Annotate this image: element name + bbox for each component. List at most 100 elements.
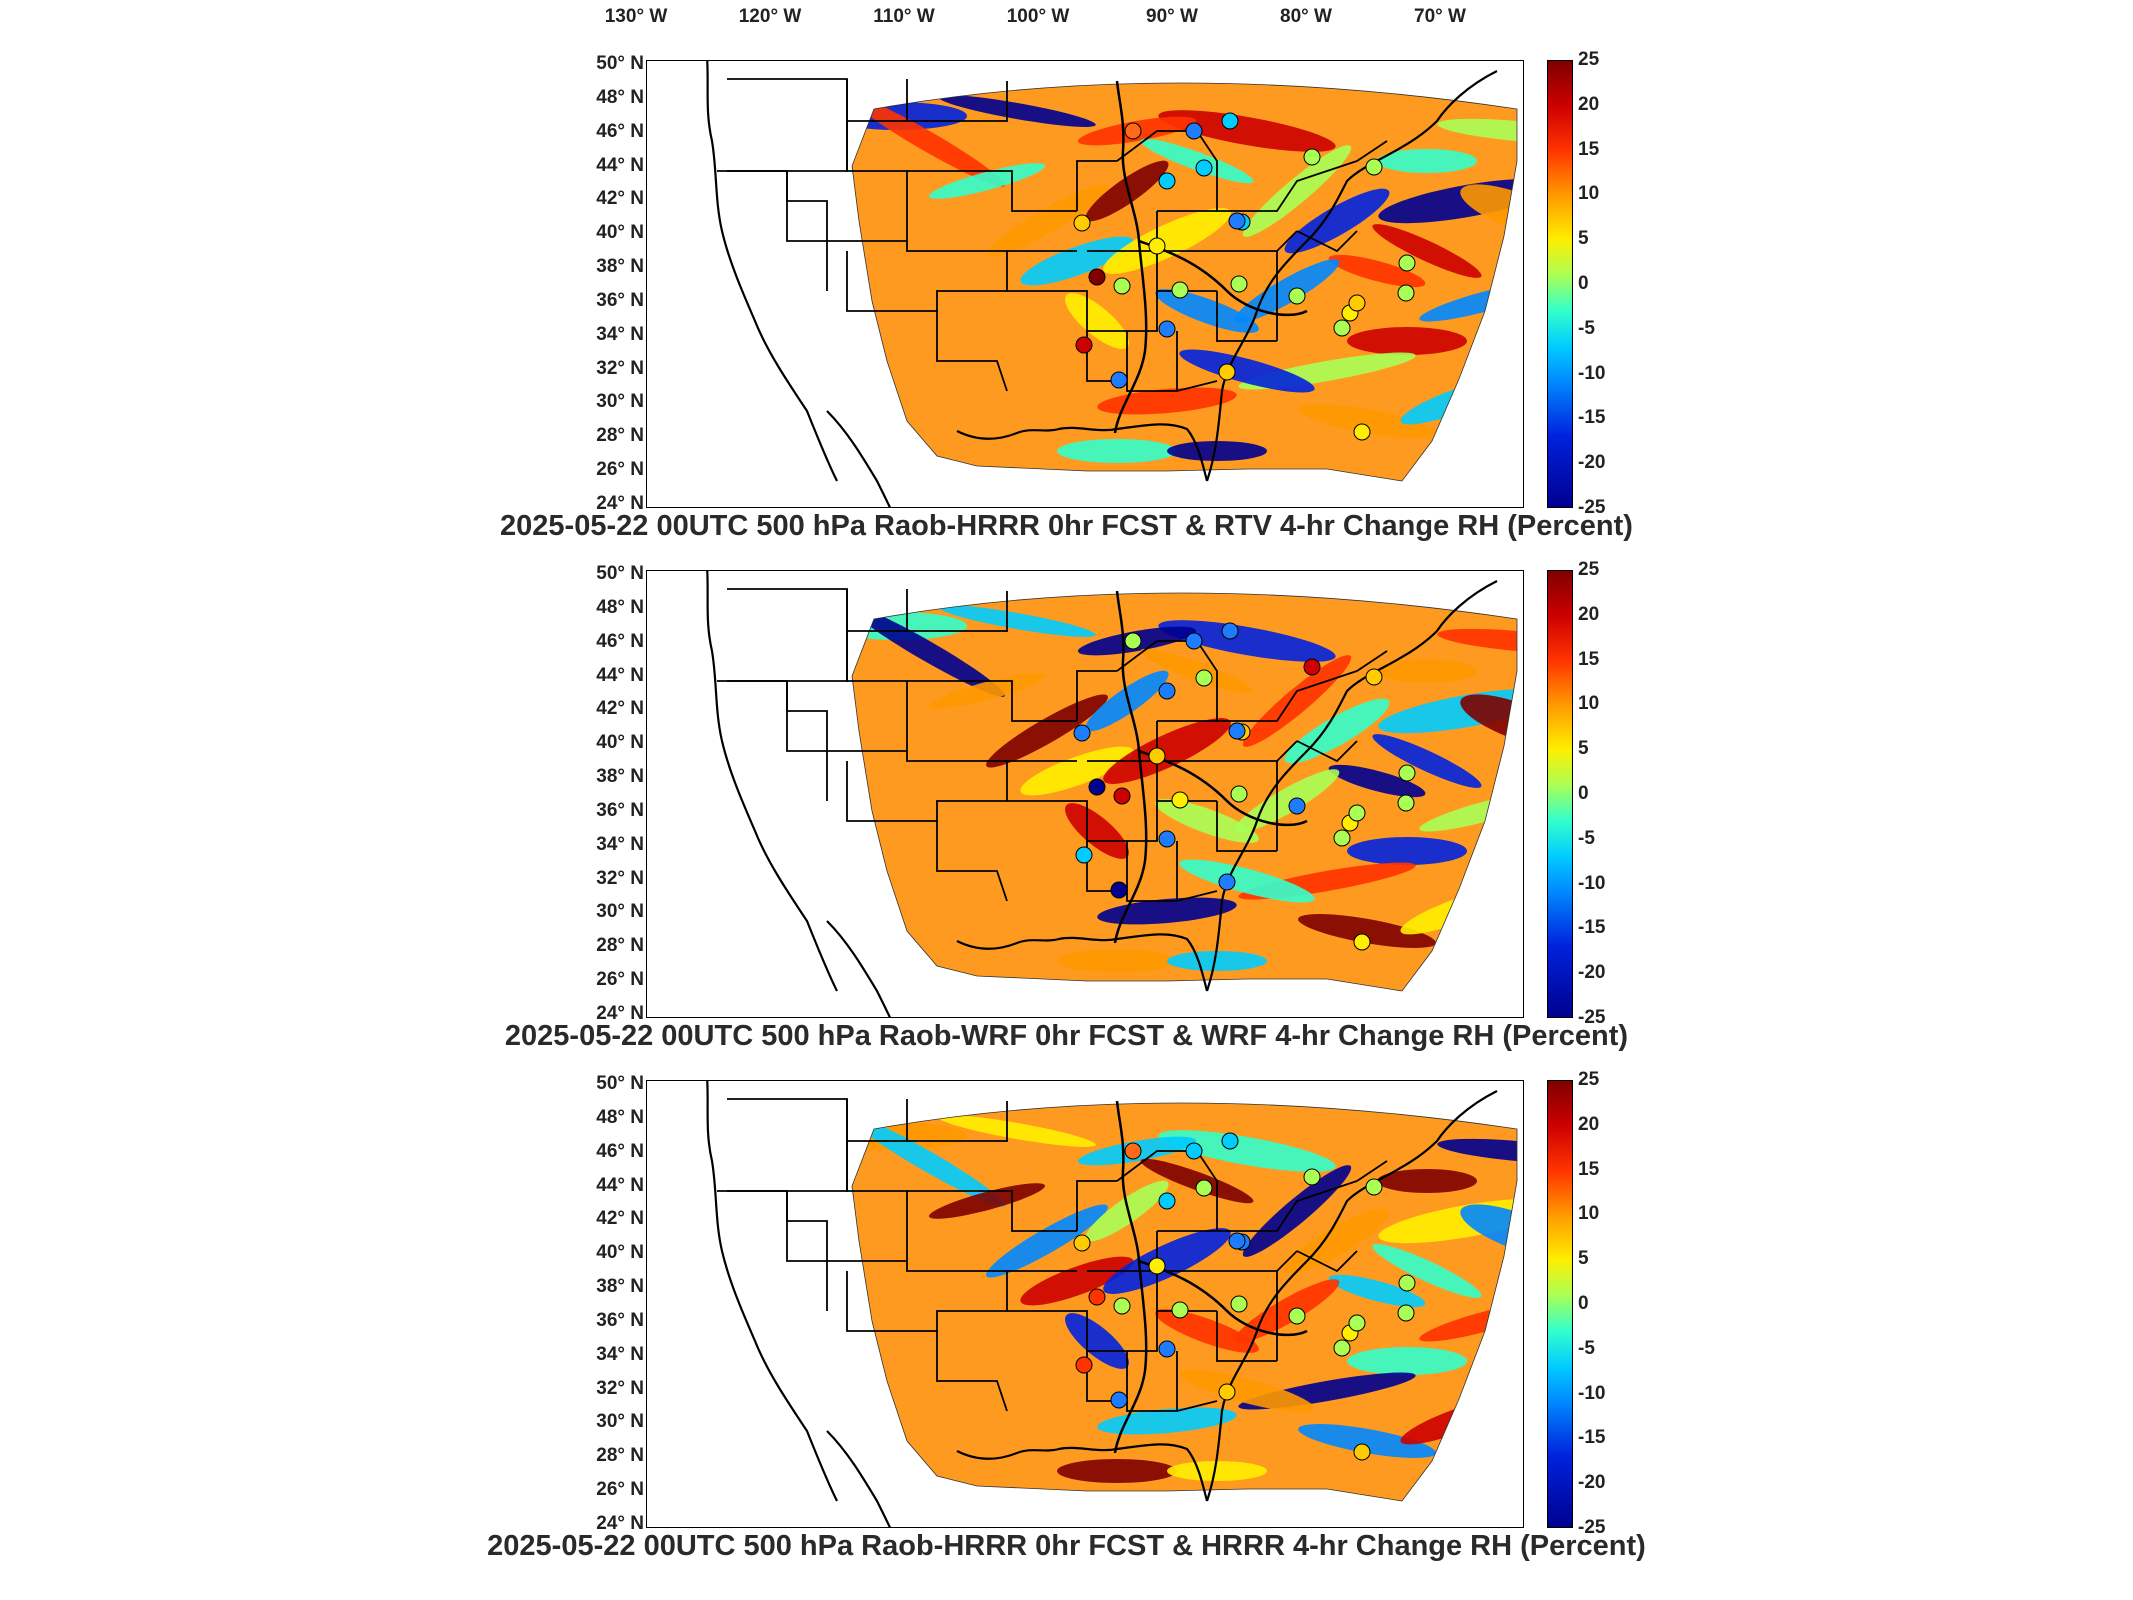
lat-label: 44° N xyxy=(596,664,644,686)
colorbar-tick-label: -10 xyxy=(1578,362,1606,384)
rh-field xyxy=(852,593,1517,991)
raob-station-marker xyxy=(1185,122,1203,140)
lat-label: 34° N xyxy=(596,833,644,855)
colorbar-tick-label: 10 xyxy=(1578,693,1600,715)
raob-station-marker xyxy=(1398,254,1416,272)
lon-label: 70° W xyxy=(1414,6,1466,27)
raob-station-marker xyxy=(1148,1257,1166,1275)
raob-station-marker xyxy=(1185,632,1203,650)
raob-station-marker xyxy=(1228,212,1246,230)
rh-field-patch xyxy=(1377,659,1477,683)
rh-field-patch xyxy=(1347,837,1467,865)
rh-field-patch xyxy=(1328,764,1426,798)
coastline xyxy=(826,410,892,507)
lat-label: 24° N xyxy=(596,1513,644,1534)
state-boundary xyxy=(1216,801,1277,852)
colorbar-tick-label: -5 xyxy=(1578,317,1595,339)
rh-field-patch xyxy=(1140,648,1254,694)
lat-label: 40° N xyxy=(596,1242,644,1264)
state-boundary xyxy=(1217,160,1358,212)
state-boundary xyxy=(727,588,848,682)
state-boundary xyxy=(907,1101,1008,1142)
rh-field-patch xyxy=(1437,1138,1517,1164)
lat-label: 42° N xyxy=(596,188,644,210)
colorbar-tick-label: -20 xyxy=(1578,962,1606,984)
raob-station-marker xyxy=(1288,1307,1306,1325)
rh-field-patch xyxy=(1140,138,1254,184)
state-boundary xyxy=(1116,640,1218,722)
colorbar-tick-label: 25 xyxy=(1578,559,1600,580)
raob-station-marker xyxy=(1185,1142,1203,1160)
colorbar-labels: 25 20 15 10 5 0 -5 -10 -15 -20 -25 xyxy=(1578,1069,1648,1540)
panel-title: 2025-05-22 00UTC 500 hPa Raob-HRRR 0hr F… xyxy=(500,510,1633,542)
colorbar-labels: 25 20 15 10 5 0 -5 -10 -15 -20 -25 xyxy=(1578,49,1648,520)
raob-station-marker xyxy=(1353,1443,1371,1461)
colorbar-tick-label: 20 xyxy=(1578,1113,1600,1135)
colorbar-tick-label: 15 xyxy=(1578,138,1600,160)
coastline xyxy=(706,61,838,482)
raob-station-marker xyxy=(1218,873,1236,891)
state-boundary xyxy=(846,79,908,122)
rh-field-patch xyxy=(1103,208,1231,274)
lat-label: 46° N xyxy=(596,630,644,652)
rh-field-patch xyxy=(1158,620,1336,662)
state-boundary xyxy=(1076,670,1117,721)
lat-label: 50° N xyxy=(596,563,644,584)
raob-station-marker xyxy=(1113,1297,1131,1315)
state-boundary xyxy=(846,761,1008,822)
state-boundary xyxy=(1216,291,1277,342)
raob-station-marker xyxy=(1288,797,1306,815)
rh-field-patch xyxy=(1020,236,1134,286)
panel-title: 2025-05-22 00UTC 500 hPa Raob-WRF 0hr FC… xyxy=(504,1020,1629,1052)
rh-field-patch xyxy=(1494,1304,1517,1378)
state-boundary xyxy=(846,1271,1008,1332)
rh-field xyxy=(852,1103,1517,1501)
raob-station-marker xyxy=(1073,214,1091,232)
raob-station-marker xyxy=(1221,1132,1239,1150)
rh-field-patch xyxy=(1328,254,1426,288)
lat-label: 24° N xyxy=(596,493,644,514)
colorbar-labels: 25 20 15 10 5 0 -5 -10 -15 -20 -25 xyxy=(1578,559,1648,1030)
raob-station-marker xyxy=(1365,668,1383,686)
colorbar-tick-label: 15 xyxy=(1578,1158,1600,1180)
colorbar-tick-label: 25 xyxy=(1578,49,1600,70)
raob-station-marker xyxy=(1353,423,1371,441)
boundaries xyxy=(706,61,1498,507)
rh-field-patch xyxy=(938,605,1096,637)
rh-field-patch xyxy=(1372,1244,1482,1298)
raob-station-marker xyxy=(1221,622,1239,640)
state-boundary xyxy=(786,171,827,242)
lon-label: 90° W xyxy=(1146,6,1198,27)
lat-label: 40° N xyxy=(596,732,644,754)
raob-station-marker xyxy=(1088,778,1106,796)
rh-field-patch xyxy=(1097,1407,1237,1435)
state-boundary xyxy=(846,631,908,721)
rh-field-patch xyxy=(1494,284,1517,358)
latitude-axis: 50° N 48° N 46° N 44° N 42° N 40° N 38° N 36° N… xyxy=(560,1073,644,1540)
coastline xyxy=(1205,1090,1498,1502)
raob-station-marker xyxy=(1171,791,1189,809)
rh-field-patch xyxy=(1167,441,1267,461)
raob-station-marker xyxy=(1195,1179,1213,1197)
colorbar xyxy=(1547,1080,1573,1528)
rh-field-patch xyxy=(1020,1256,1134,1306)
state-boundary xyxy=(727,1098,848,1192)
raob-station-marker xyxy=(1218,363,1236,381)
colorbar-tick-label: 10 xyxy=(1578,183,1600,205)
rh-field-patch xyxy=(1065,803,1129,859)
state-boundary xyxy=(907,591,1008,632)
rh-field-patch xyxy=(1437,118,1517,144)
state-boundary xyxy=(906,1231,1077,1272)
boundaries xyxy=(706,1081,1498,1527)
rh-field-patch xyxy=(928,1183,1046,1219)
rh-field-patch xyxy=(1347,1347,1467,1375)
coastline xyxy=(826,1430,892,1527)
lat-label: 50° N xyxy=(596,53,644,74)
colorbar-tick-label: 15 xyxy=(1578,648,1600,670)
state-boundary xyxy=(936,821,1008,902)
state-boundary xyxy=(907,170,1077,212)
rh-field-patch xyxy=(1419,790,1517,832)
state-boundary xyxy=(846,251,1008,312)
lat-label: 38° N xyxy=(596,766,644,788)
state-boundary xyxy=(936,311,1008,392)
